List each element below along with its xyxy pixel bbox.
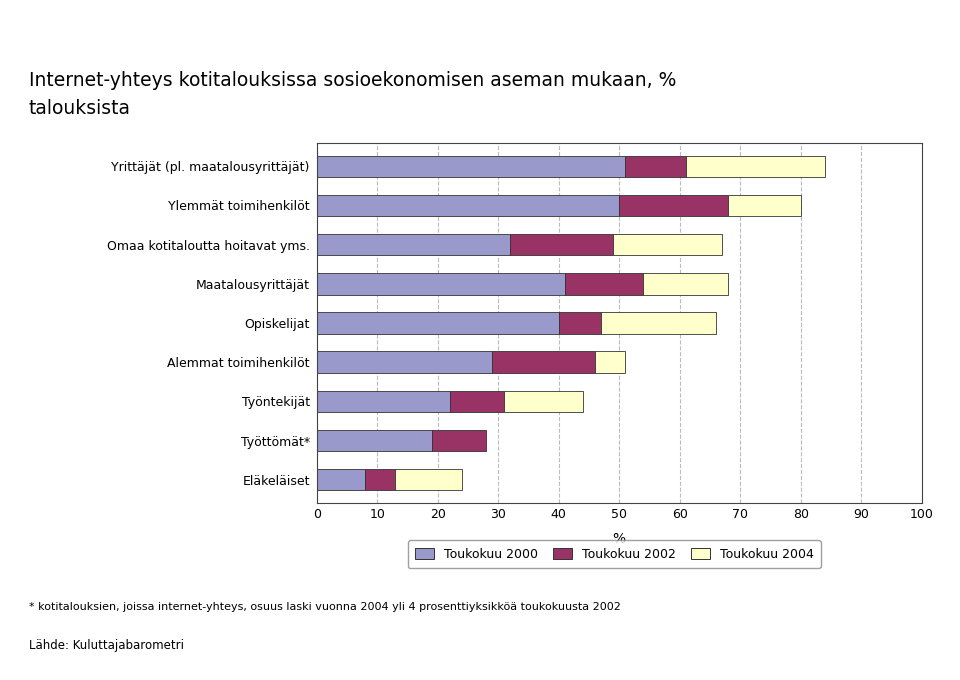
Bar [492,352,595,373]
Bar [396,469,462,490]
Bar [619,194,728,216]
Text: talouksista: talouksista [29,99,131,118]
Bar [317,194,619,216]
Bar [365,469,396,490]
Bar [432,430,486,452]
Bar [317,156,625,177]
Bar [317,390,450,412]
Bar [317,469,365,490]
Bar [559,312,601,334]
Bar [504,390,583,412]
Bar [564,273,643,294]
Bar [317,234,511,256]
Bar [613,234,722,256]
Bar [625,156,685,177]
Bar [601,312,716,334]
X-axis label: %: % [612,532,626,546]
Bar [728,194,801,216]
Bar [511,234,613,256]
Bar [317,273,564,294]
Text: Lähde: Kuluttajabarometri: Lähde: Kuluttajabarometri [29,639,183,652]
Bar [685,156,825,177]
Bar [595,352,625,373]
Legend: Toukokuu 2000, Toukokuu 2002, Toukokuu 2004: Toukokuu 2000, Toukokuu 2002, Toukokuu 2… [408,541,821,568]
Bar [643,273,728,294]
Bar [450,390,504,412]
Bar [317,352,492,373]
Bar [317,312,559,334]
Bar [317,430,432,452]
Text: * kotitalouksien, joissa internet-yhteys, osuus laski vuonna 2004 yli 4 prosentt: * kotitalouksien, joissa internet-yhteys… [29,602,621,612]
Text: Internet-yhteys kotitalouksissa sosioekonomisen aseman mukaan, %: Internet-yhteys kotitalouksissa sosioeko… [29,71,676,90]
